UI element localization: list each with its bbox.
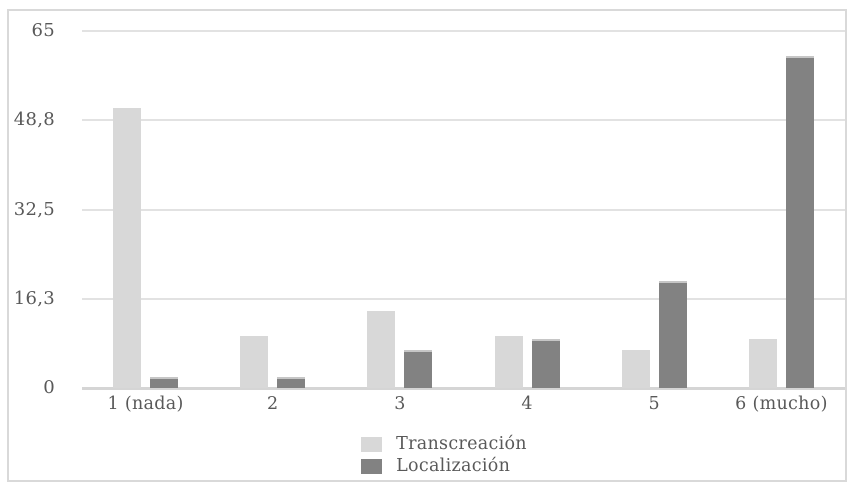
bar-transcreacion bbox=[240, 335, 269, 388]
bar-localizacion bbox=[785, 55, 814, 388]
x-tick-label: 6 (mucho) bbox=[735, 394, 828, 414]
y-tick-label: 48,8 bbox=[13, 109, 55, 131]
legend-items: Transcreación Localización bbox=[361, 434, 527, 476]
bar-groups bbox=[82, 31, 845, 388]
bar-transcreacion bbox=[367, 311, 396, 388]
bar-transcreacion bbox=[113, 107, 142, 388]
gridline bbox=[82, 297, 845, 300]
y-tick-label: 0 bbox=[43, 377, 55, 398]
gridline bbox=[82, 30, 845, 32]
legend-item-transcreacion: Transcreación bbox=[361, 434, 527, 454]
legend-label: Localización bbox=[396, 456, 511, 476]
x-tick-label: 1 (nada) bbox=[107, 394, 184, 414]
x-axis-labels: 1 (nada) 2 3 4 5 6 (mucho) bbox=[82, 394, 845, 414]
chart-frame bbox=[7, 9, 847, 482]
bar-group bbox=[718, 31, 845, 388]
bar-transcreacion bbox=[621, 349, 650, 388]
legend: Transcreación Localización bbox=[0, 434, 860, 476]
y-tick-label: 32,5 bbox=[13, 198, 55, 220]
y-tick-label: 16,3 bbox=[13, 287, 55, 309]
bar-group bbox=[336, 31, 463, 388]
bar-transcreacion bbox=[748, 338, 777, 388]
x-tick-label: 3 bbox=[394, 394, 406, 414]
legend-swatch-localizacion bbox=[361, 458, 383, 474]
gridline bbox=[82, 119, 845, 122]
plot-area bbox=[82, 30, 845, 390]
bar-transcreacion bbox=[494, 335, 523, 388]
legend-label: Transcreación bbox=[396, 434, 527, 454]
bar-group bbox=[464, 31, 591, 388]
bar-localizacion bbox=[404, 349, 433, 388]
y-tick-label: 65 bbox=[31, 20, 55, 41]
x-tick-label: 5 bbox=[648, 394, 660, 414]
bar-localizacion bbox=[658, 280, 687, 388]
bar-group bbox=[82, 31, 209, 388]
legend-item-localizacion: Localización bbox=[361, 456, 510, 476]
x-tick-label: 2 bbox=[267, 394, 279, 414]
gridline bbox=[82, 208, 845, 211]
y-axis-labels: 0 16,3 32,5 48,8 65 bbox=[0, 0, 55, 500]
bar-localizacion bbox=[531, 338, 560, 388]
x-tick-label: 4 bbox=[521, 394, 533, 414]
bar-group bbox=[209, 31, 336, 388]
bar-localizacion bbox=[150, 377, 179, 388]
bar-localizacion bbox=[277, 377, 306, 388]
legend-swatch-transcreacion bbox=[361, 436, 383, 452]
x-axis-line bbox=[82, 387, 845, 390]
bar-group bbox=[591, 31, 718, 388]
